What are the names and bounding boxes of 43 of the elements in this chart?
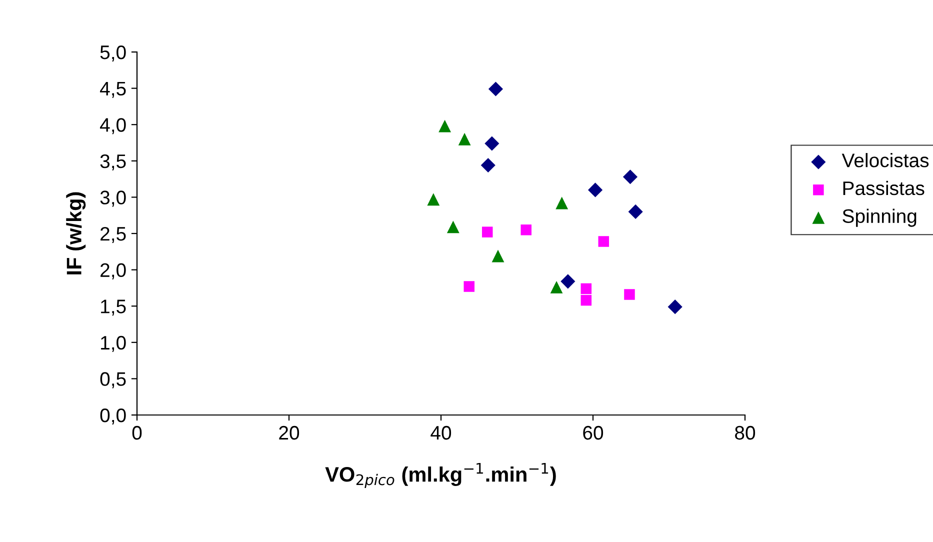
x-tick-label: 20	[279, 426, 300, 440]
point	[580, 294, 592, 306]
point	[580, 283, 592, 294]
point	[598, 236, 610, 247]
point	[427, 193, 440, 206]
legend-label: Spinning	[842, 208, 916, 227]
y-tick-label: 0,5	[100, 372, 126, 388]
x-tick-label: 60	[583, 426, 604, 440]
y-tick-label: 5,0	[100, 45, 126, 62]
x-tick-label: 0	[132, 426, 142, 440]
point	[446, 220, 460, 234]
y-tick-label: 4,0	[100, 118, 126, 134]
point	[484, 136, 500, 151]
point	[464, 281, 474, 292]
y-tick-label: 1,5	[101, 300, 126, 316]
y-tick-label: 0,0	[100, 408, 126, 425]
point	[628, 204, 643, 220]
point	[492, 250, 504, 262]
point	[438, 120, 452, 132]
y-axis-title: IF (w/kg)	[66, 192, 86, 274]
y-tick-label: 1,0	[101, 336, 126, 352]
point	[550, 281, 563, 294]
legend-label: Velocistas	[842, 153, 929, 168]
y-tick-label: 4,5	[100, 82, 126, 98]
legend-label: Passistas	[843, 180, 924, 196]
point	[520, 224, 532, 236]
point	[488, 82, 504, 96]
x-tick-label: 80	[735, 426, 756, 440]
point	[560, 274, 576, 289]
point	[556, 196, 568, 210]
y-tick-label: 3,0	[100, 190, 126, 207]
point	[480, 158, 496, 173]
point	[668, 300, 682, 314]
point	[622, 170, 638, 184]
point	[588, 182, 603, 198]
point	[458, 132, 471, 146]
x-axis-title: VO$_{2pico}$ (ml.kg$^{−1}$.min$^{−1}$)	[325, 462, 556, 488]
point	[482, 226, 493, 238]
y-tick-label: 2,0	[100, 263, 126, 280]
y-tick-label: 3,5	[100, 154, 126, 170]
point	[624, 289, 635, 300]
x-tick-label: 40	[430, 426, 452, 440]
y-tick-label: 2,5	[100, 226, 126, 244]
